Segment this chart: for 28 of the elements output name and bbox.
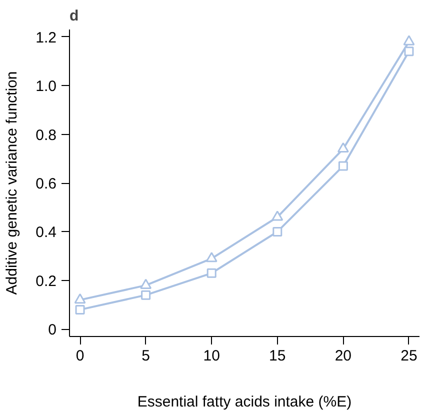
point [404,46,414,56]
x-tick-label: 20 [334,348,352,364]
x-tick-label: 15 [269,348,286,364]
y-tick-label: 0.4 [36,224,57,242]
y-tick-label: 1.0 [36,78,57,96]
point [403,35,415,46]
y-tick-label: 0.8 [36,126,57,144]
point [338,161,348,171]
x-axis-title: Essential fatty acids intake (%E) [137,394,352,410]
x-tick-label: 5 [142,348,150,364]
point [75,304,85,314]
point [206,252,218,262]
point [141,290,151,300]
text: d [70,8,79,24]
y-tick-label: 1.2 [36,29,57,46]
point [140,278,152,289]
point [74,293,86,304]
x-tick-label: 25 [400,348,418,364]
y-tick-label: 0.2 [36,272,57,290]
point [272,210,284,221]
point [337,142,349,153]
y-tick-label: 0.6 [36,176,57,192]
point [206,268,216,278]
x-tick-label: 0 [76,348,84,364]
x-tick-label: 10 [203,348,220,364]
y-axis-title: Additive genetic variance function [4,71,21,295]
y-tick-label: 0 [48,322,56,339]
point [272,226,282,236]
